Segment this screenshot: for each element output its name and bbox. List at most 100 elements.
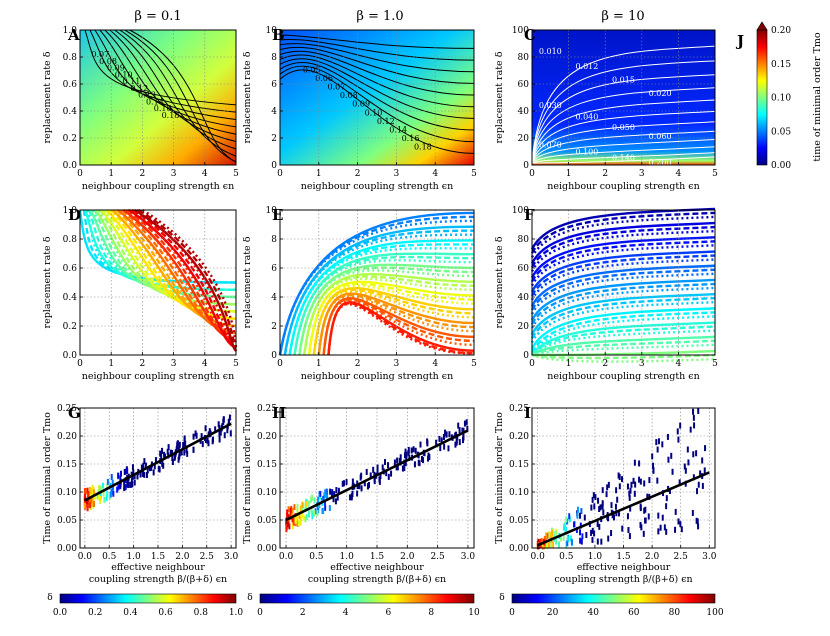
contour-label: 0.12 [130, 84, 148, 93]
contour-line [531, 121, 716, 164]
y-tick-label: 10 [266, 206, 278, 216]
colorbar-tick-label: 0.05 [771, 127, 791, 137]
y-tick-label: 0.05 [509, 516, 529, 526]
x-tick-label: 0 [77, 169, 83, 179]
x-tick-label: 4 [432, 169, 438, 179]
contour-line [530, 300, 716, 343]
x-axis-label: neighbour coupling strength ϵn [301, 371, 453, 382]
x-axis-label: effective neighbour [577, 562, 671, 573]
axes-B: 0 1 2 3 4 5 0 2 4 6 8 10B [266, 26, 478, 179]
contour-line [126, 209, 237, 342]
x-tick-label: 1.0 [588, 552, 603, 562]
contour-line [531, 146, 716, 164]
y-tick-label: 0.05 [57, 516, 77, 526]
x-tick-label: 3 [639, 169, 645, 179]
contour-line [317, 292, 475, 356]
x-tick-label: 3 [171, 359, 177, 369]
y-tick-label: 0.6 [63, 264, 78, 274]
contour-label: 0.18 [414, 143, 432, 152]
contour-line [531, 74, 716, 164]
axes-frame-C [531, 29, 716, 166]
y-tick-label: 80 [518, 235, 530, 245]
x-tick-label: 2 [355, 169, 361, 179]
axes-frame-B [279, 29, 475, 166]
x-tick-label: 3 [394, 359, 400, 369]
contour-line [99, 29, 237, 128]
contour-label: 0.13 [138, 91, 156, 100]
y-tick-label: 0.00 [57, 544, 77, 554]
axes-frame-top-I [531, 407, 716, 549]
colorbar-tick-label: 8 [428, 608, 434, 618]
contour-line [322, 299, 475, 356]
contour-line [530, 258, 716, 301]
contour-line [84, 29, 237, 106]
panel-label-E: E [272, 206, 283, 224]
x-tick-label: 2.0 [400, 552, 415, 562]
contour-line [279, 46, 475, 84]
contour-line [530, 272, 716, 315]
y-tick-label: 0.00 [257, 544, 277, 554]
contour-line [129, 29, 237, 163]
x-tick-label: 0 [529, 359, 535, 369]
y-tick-label: 4 [271, 107, 277, 117]
colorbar-tick-label: 0 [509, 608, 515, 618]
y-tick-label: 0.20 [57, 432, 77, 442]
x-axis-label: neighbour coupling strength ϵn [82, 181, 234, 192]
y-tick-label: 2 [271, 134, 277, 144]
y-axis-label: replacement rate δ [494, 51, 505, 143]
y-tick-label: 0.05 [257, 516, 277, 526]
y-tick-label: 20 [518, 134, 530, 144]
contour-line [531, 87, 716, 164]
x-tick-label: 0.0 [279, 552, 294, 562]
x-tick-label: 4 [676, 359, 682, 369]
y-tick-label: 0.4 [63, 293, 78, 303]
y-tick-label: 6 [271, 80, 277, 90]
colorbar-tick-label: 20 [547, 608, 559, 618]
colorbar-tick-label: 80 [669, 608, 681, 618]
contour-label: 0.012 [575, 62, 598, 71]
colorbar-tick-label: 0.20 [771, 26, 791, 36]
axes-D: 0 1 2 3 4 5 0.0 0.2 0.4 0.6 0.8 1.0D [63, 206, 239, 369]
x-tick-label: 3.0 [461, 552, 476, 562]
contour-line [279, 58, 475, 119]
contour-line [530, 221, 716, 264]
panel-label-C: C [524, 26, 536, 44]
colorbar-tick-label: 10 [468, 608, 480, 618]
y-axis-label: replacement rate δ [242, 51, 253, 143]
contour-label: 0.050 [612, 123, 635, 132]
panel-label-G: G [68, 404, 81, 422]
y-tick-label: 40 [518, 293, 530, 303]
contour-line [531, 99, 716, 164]
y-tick-label: 0.15 [57, 460, 77, 470]
y-tick-label: 2 [271, 322, 277, 332]
axes-frame-A [79, 29, 237, 166]
colorbar-J [756, 29, 768, 166]
x-tick-label: 1 [108, 359, 114, 369]
colorbar-tick-label: 2 [300, 608, 306, 618]
y-tick-label: 0.8 [63, 235, 78, 245]
x-tick-label: 4 [202, 169, 208, 179]
x-tick-label: 1 [316, 169, 322, 179]
x-axis-label: neighbour coupling strength ϵn [82, 371, 234, 382]
y-tick-label: 6 [271, 264, 277, 274]
x-tick-label: 5 [471, 359, 477, 369]
x-axis-label: neighbour coupling strength ϵn [547, 181, 699, 192]
y-axis-label: Time of minimal order Tmo [42, 412, 53, 544]
x-tick-label: 4 [202, 359, 208, 369]
contour-line [279, 54, 475, 108]
contour-line [303, 275, 475, 356]
x-tick-label: 2.0 [645, 552, 660, 562]
y-tick-label: 0.15 [509, 460, 529, 470]
y-axis-label: replacement rate δ [242, 236, 253, 328]
contour-line [279, 34, 475, 49]
y-tick-label: 0.25 [509, 404, 529, 414]
colorbar-tick-label: 0.6 [158, 608, 173, 618]
x-axis-label: neighbour coupling strength ϵn [301, 181, 453, 192]
colorbar-I [511, 593, 716, 604]
y-tick-label: 100 [512, 26, 529, 36]
colorbar-tick-label: 40 [587, 608, 599, 618]
x-tick-label: 5 [233, 169, 239, 179]
y-tick-label: 60 [518, 264, 530, 274]
y-tick-label: 0.15 [257, 460, 277, 470]
